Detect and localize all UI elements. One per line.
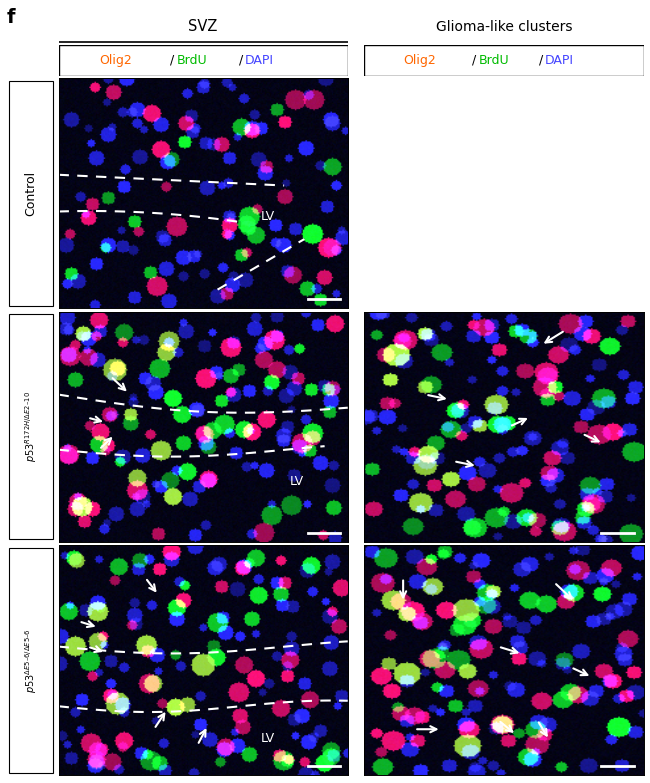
Text: $p53^{R172H/ΔE2–10}$: $p53^{R172H/ΔE2–10}$ <box>23 392 39 462</box>
Text: /: / <box>472 54 476 67</box>
Text: $p53^{ΔE5–6/ΔE5–6}$: $p53^{ΔE5–6/ΔE5–6}$ <box>23 628 39 693</box>
Text: DAPI: DAPI <box>544 54 573 67</box>
Text: LV: LV <box>261 732 275 745</box>
Text: Olig2: Olig2 <box>403 54 436 67</box>
Text: Glioma-like clusters: Glioma-like clusters <box>436 20 572 34</box>
Text: LV: LV <box>290 475 304 489</box>
Text: SVZ: SVZ <box>188 19 218 34</box>
Text: Olig2: Olig2 <box>99 54 132 67</box>
Text: BrdU: BrdU <box>478 54 509 67</box>
Text: DAPI: DAPI <box>245 54 274 67</box>
Text: LV: LV <box>261 210 275 222</box>
Text: Control: Control <box>24 171 38 215</box>
Text: /: / <box>170 54 174 67</box>
Text: BrdU: BrdU <box>177 54 208 67</box>
Text: /: / <box>539 54 543 67</box>
Text: f: f <box>6 8 15 27</box>
Text: /: / <box>239 54 244 67</box>
